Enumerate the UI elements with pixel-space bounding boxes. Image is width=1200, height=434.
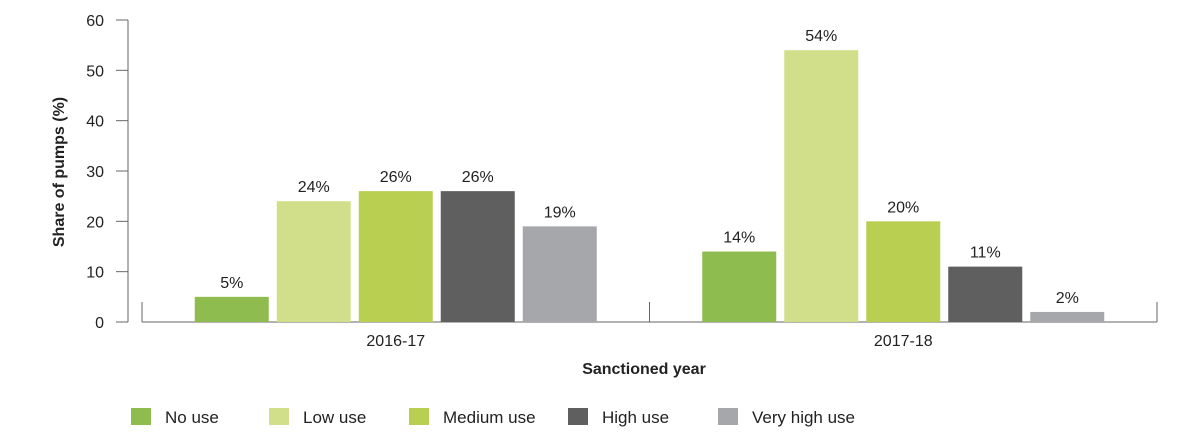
legend-label: Very high use (752, 408, 855, 427)
x-axis-title: Sanctioned year (582, 361, 706, 378)
bar (440, 191, 515, 322)
legend-swatch (131, 408, 151, 425)
data-label: 54% (805, 28, 837, 45)
y-tick-label: 40 (86, 114, 104, 131)
legend: No use Low use Medium use High use Very high… (131, 408, 855, 427)
legend-swatch (409, 408, 429, 425)
x-category-label: 2017-18 (874, 333, 933, 350)
legend-label: Medium use (443, 408, 536, 427)
data-labels: 5% 24% 26% 26% 19% 14% 54% 20% 11% 2% (220, 28, 1079, 307)
y-tick-label: 0 (95, 315, 104, 332)
y-tick-label: 30 (86, 164, 104, 181)
data-label: 11% (970, 245, 1001, 262)
legend-label: No use (165, 408, 219, 427)
legend-swatch (718, 408, 738, 425)
data-label: 20% (887, 199, 919, 216)
legend-label: Low use (303, 408, 366, 427)
y-axis: 0 10 20 30 40 50 60 (86, 13, 129, 332)
data-label: 24% (298, 179, 330, 196)
bar (194, 296, 269, 322)
x-category-label: 2016-17 (366, 333, 425, 350)
y-tick-label: 20 (86, 214, 104, 231)
bar (276, 201, 351, 322)
legend-swatch (269, 408, 289, 425)
data-label: 2% (1056, 290, 1079, 307)
data-label: 5% (220, 275, 243, 292)
legend-label: High use (602, 408, 669, 427)
y-axis-title: Share of pumps (%) (51, 97, 68, 247)
data-label: 19% (544, 204, 576, 221)
data-label: 26% (462, 169, 494, 186)
bar (866, 221, 941, 322)
bars (194, 50, 1105, 322)
y-tick-label: 10 (86, 265, 104, 282)
data-label: 26% (380, 169, 412, 186)
bar (948, 266, 1023, 322)
y-tick-label: 50 (86, 63, 104, 80)
bar (784, 50, 859, 322)
bar (702, 251, 777, 322)
y-tick-label: 60 (86, 13, 104, 30)
data-label: 14% (723, 230, 755, 247)
bar (522, 226, 597, 322)
bar (358, 191, 433, 322)
legend-swatch (568, 408, 588, 425)
bar (1030, 311, 1105, 322)
